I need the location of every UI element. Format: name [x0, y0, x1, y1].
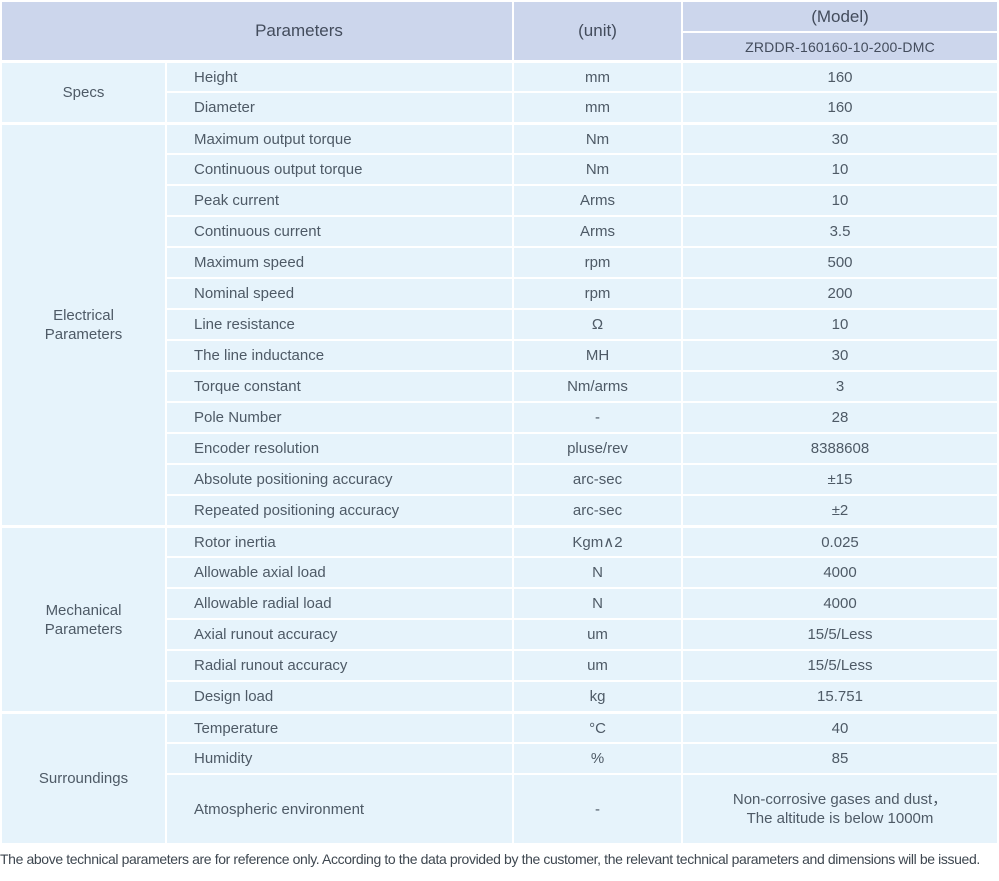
unit-cell: - — [514, 403, 681, 432]
unit-cell: rpm — [514, 279, 681, 308]
value-cell: 3 — [683, 372, 997, 401]
value-cell: 160 — [683, 62, 997, 91]
model-number: ZRDDR-160160-10-200-DMC — [683, 33, 997, 60]
param-cell: Axial runout accuracy — [167, 620, 512, 649]
unit-cell: MH — [514, 341, 681, 370]
unit-cell: pluse/rev — [514, 434, 681, 463]
param-cell: Line resistance — [167, 310, 512, 339]
value-cell: 8388608 — [683, 434, 997, 463]
section-label: Surroundings — [2, 713, 165, 843]
unit-cell: N — [514, 558, 681, 587]
param-cell: Height — [167, 62, 512, 91]
param-cell: Continuous current — [167, 217, 512, 246]
value-cell: 28 — [683, 403, 997, 432]
unit-header: (unit) — [514, 2, 681, 60]
unit-cell: % — [514, 744, 681, 773]
table-body: Specs Height mm 160 Diameter mm 160 Electrical … — [2, 62, 997, 843]
param-cell: Allowable radial load — [167, 589, 512, 618]
value-cell: 15.751 — [683, 682, 997, 711]
unit-cell: °C — [514, 713, 681, 742]
section-label: Mechanical Parameters — [2, 527, 165, 711]
parameters-table: Parameters (unit) (Model) ZRDDR-160160-1… — [2, 2, 997, 843]
value-cell: 500 — [683, 248, 997, 277]
value-cell: 15/5/Less — [683, 620, 997, 649]
param-cell: Radial runout accuracy — [167, 651, 512, 680]
value-cell: 4000 — [683, 589, 997, 618]
param-cell: Atmospheric environment — [167, 775, 512, 843]
param-cell: The line inductance — [167, 341, 512, 370]
value-cell: ±15 — [683, 465, 997, 494]
value-cell: 30 — [683, 124, 997, 153]
value-cell: 15/5/Less — [683, 651, 997, 680]
param-cell: Continuous output torque — [167, 155, 512, 184]
value-cell: 10 — [683, 186, 997, 215]
unit-cell: Kgm∧2 — [514, 527, 681, 556]
value-cell: 3.5 — [683, 217, 997, 246]
param-cell: Maximum speed — [167, 248, 512, 277]
model-header: (Model) — [683, 2, 997, 31]
value-cell: 10 — [683, 155, 997, 184]
unit-cell: um — [514, 651, 681, 680]
unit-cell: kg — [514, 682, 681, 711]
table-header: Parameters (unit) (Model) ZRDDR-160160-1… — [2, 2, 997, 60]
value-cell: 160 — [683, 93, 997, 122]
unit-cell: N — [514, 589, 681, 618]
unit-cell: rpm — [514, 248, 681, 277]
param-cell: Diameter — [167, 93, 512, 122]
section-label: Electrical Parameters — [2, 124, 165, 525]
value-cell: 0.025 — [683, 527, 997, 556]
unit-cell: mm — [514, 93, 681, 122]
value-cell: 10 — [683, 310, 997, 339]
footnote: The above technical parameters are for r… — [0, 851, 980, 867]
unit-cell: Arms — [514, 186, 681, 215]
value-cell: 85 — [683, 744, 997, 773]
param-cell: Allowable axial load — [167, 558, 512, 587]
value-cell: 30 — [683, 341, 997, 370]
param-cell: Peak current — [167, 186, 512, 215]
unit-cell: Nm — [514, 155, 681, 184]
param-cell: Absolute positioning accuracy — [167, 465, 512, 494]
param-cell: Design load — [167, 682, 512, 711]
unit-cell: Nm/arms — [514, 372, 681, 401]
value-cell: ±2 — [683, 496, 997, 525]
unit-cell: arc-sec — [514, 496, 681, 525]
unit-cell: arc-sec — [514, 465, 681, 494]
unit-cell: um — [514, 620, 681, 649]
param-cell: Pole Number — [167, 403, 512, 432]
param-cell: Rotor inertia — [167, 527, 512, 556]
param-cell: Encoder resolution — [167, 434, 512, 463]
param-cell: Maximum output torque — [167, 124, 512, 153]
value-cell: 40 — [683, 713, 997, 742]
value-cell: 4000 — [683, 558, 997, 587]
unit-cell: Nm — [514, 124, 681, 153]
unit-cell: - — [514, 775, 681, 843]
value-cell: 200 — [683, 279, 997, 308]
param-cell: Torque constant — [167, 372, 512, 401]
parameters-header: Parameters — [2, 2, 512, 60]
unit-cell: Arms — [514, 217, 681, 246]
param-cell: Nominal speed — [167, 279, 512, 308]
param-cell: Repeated positioning accuracy — [167, 496, 512, 525]
param-cell: Temperature — [167, 713, 512, 742]
section-label: Specs — [2, 62, 165, 122]
unit-cell: mm — [514, 62, 681, 91]
value-cell: Non-corrosive gases and dust， The altitud… — [683, 775, 997, 843]
param-cell: Humidity — [167, 744, 512, 773]
unit-cell: Ω — [514, 310, 681, 339]
